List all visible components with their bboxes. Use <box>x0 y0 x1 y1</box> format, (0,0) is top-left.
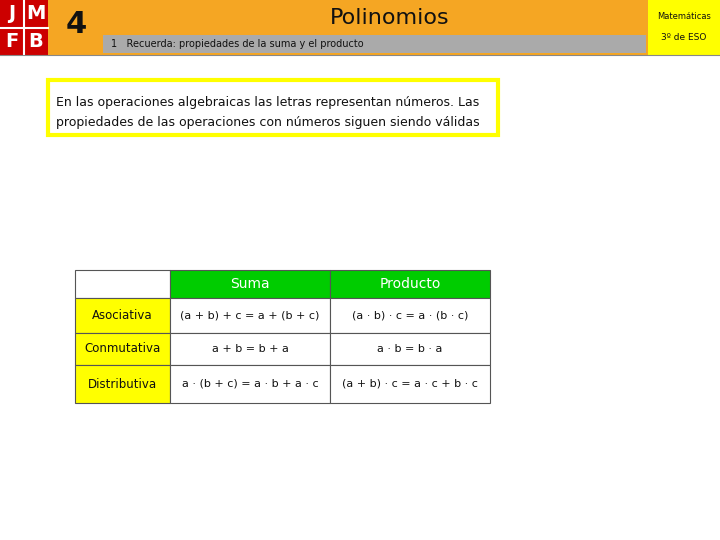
FancyBboxPatch shape <box>648 0 720 55</box>
Text: F: F <box>5 32 19 51</box>
FancyBboxPatch shape <box>170 298 330 333</box>
FancyBboxPatch shape <box>170 365 330 403</box>
FancyBboxPatch shape <box>170 333 330 365</box>
Text: Matemáticas: Matemáticas <box>657 12 711 21</box>
FancyBboxPatch shape <box>48 80 498 135</box>
Text: B: B <box>29 32 43 51</box>
FancyBboxPatch shape <box>0 0 48 55</box>
FancyBboxPatch shape <box>75 270 170 298</box>
Text: (a · b) · c = a · (b · c): (a · b) · c = a · (b · c) <box>352 310 468 321</box>
Text: Suma: Suma <box>230 277 270 291</box>
Text: a + b = b + a: a + b = b + a <box>212 344 289 354</box>
Text: (a + b) · c = a · c + b · c: (a + b) · c = a · c + b · c <box>342 379 478 389</box>
Text: a · b = b · a: a · b = b · a <box>377 344 443 354</box>
Text: En las operaciones algebraicas las letras representan números. Las
propiedades d: En las operaciones algebraicas las letra… <box>56 96 480 129</box>
FancyBboxPatch shape <box>103 35 646 53</box>
FancyBboxPatch shape <box>75 298 170 333</box>
FancyBboxPatch shape <box>170 270 330 298</box>
Text: M: M <box>27 4 45 23</box>
FancyBboxPatch shape <box>330 298 490 333</box>
Text: Polinomios: Polinomios <box>330 8 450 28</box>
Text: Distributiva: Distributiva <box>88 377 157 390</box>
Text: Asociativa: Asociativa <box>92 309 153 322</box>
Text: J: J <box>9 4 16 23</box>
FancyBboxPatch shape <box>75 365 170 403</box>
FancyBboxPatch shape <box>330 365 490 403</box>
FancyBboxPatch shape <box>330 270 490 298</box>
Text: Producto: Producto <box>379 277 441 291</box>
FancyBboxPatch shape <box>0 0 720 55</box>
Text: a · (b + c) = a · b + a · c: a · (b + c) = a · b + a · c <box>181 379 318 389</box>
Text: 4: 4 <box>66 10 86 39</box>
Text: 1   Recuerda: propiedades de la suma y el producto: 1 Recuerda: propiedades de la suma y el … <box>111 39 364 49</box>
FancyBboxPatch shape <box>0 55 720 540</box>
Text: (a + b) + c = a + (b + c): (a + b) + c = a + (b + c) <box>180 310 320 321</box>
FancyBboxPatch shape <box>330 333 490 365</box>
Text: 3º de ESO: 3º de ESO <box>661 33 707 42</box>
FancyBboxPatch shape <box>75 333 170 365</box>
Text: Conmutativa: Conmutativa <box>84 342 161 355</box>
